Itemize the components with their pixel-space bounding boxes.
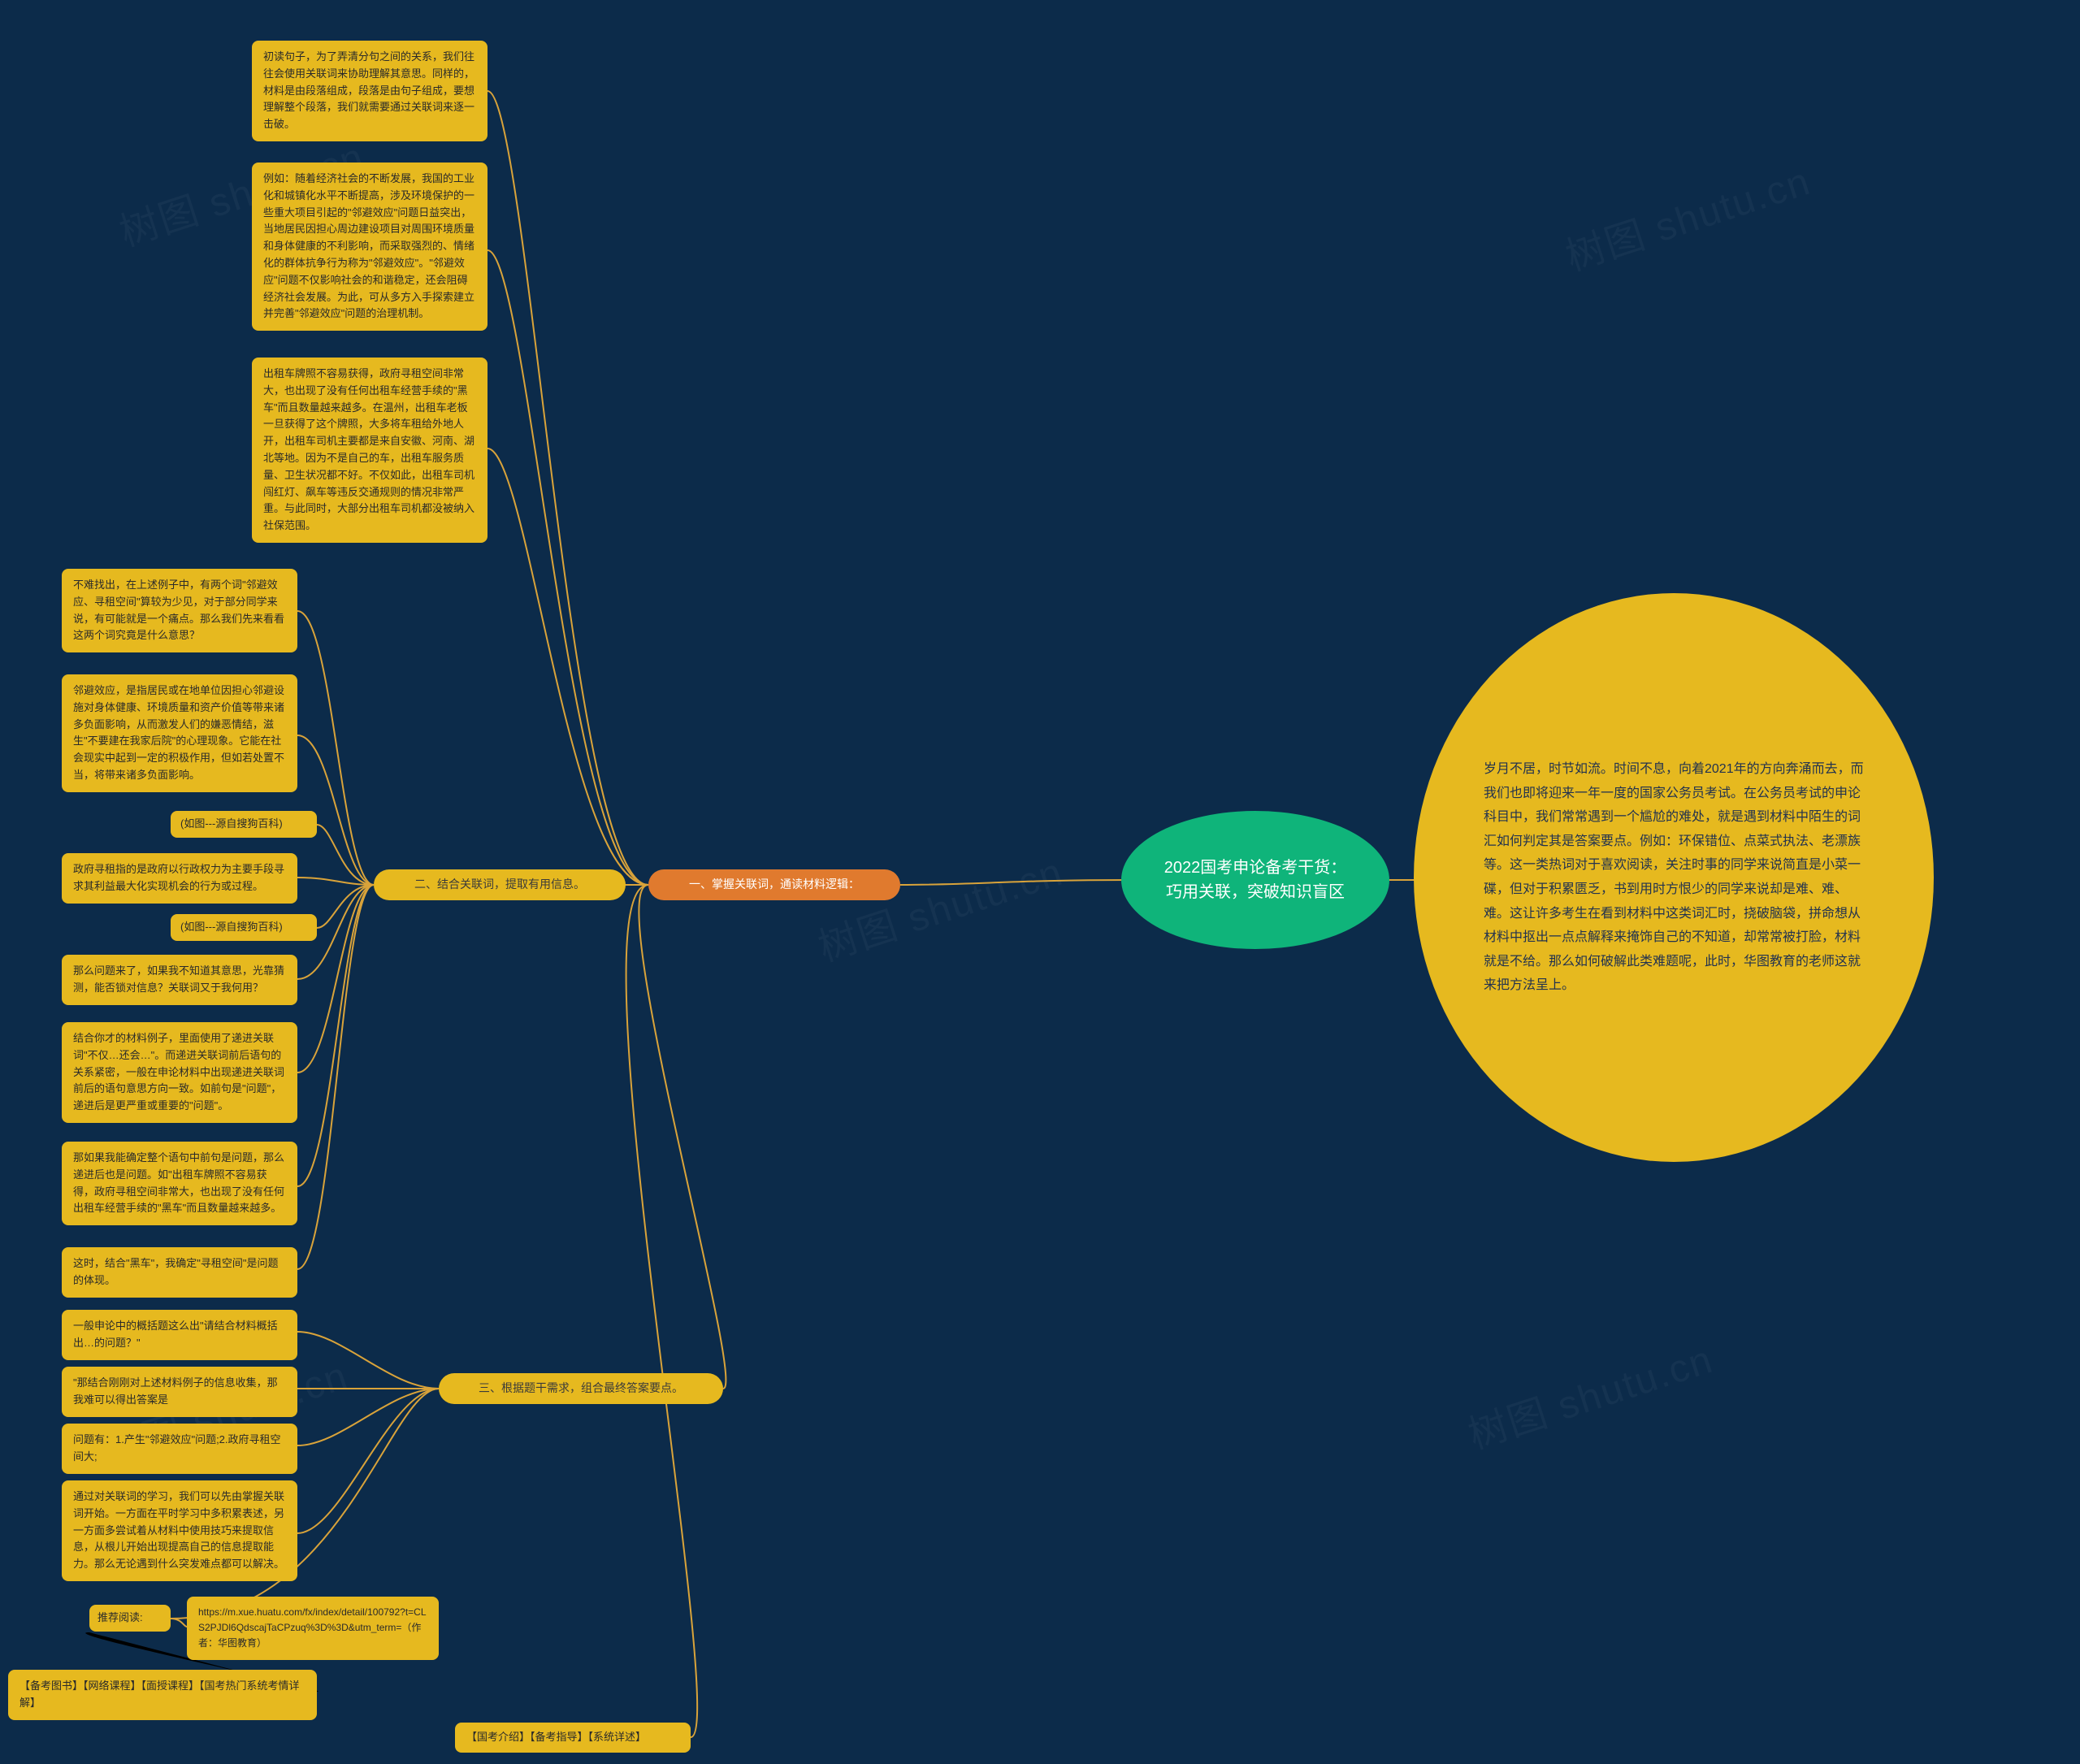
section-3: 三、根据题干需求，组合最终答案要点。 <box>439 1373 723 1404</box>
leaf-s2-a-text: 不难找出，在上述例子中，有两个词"邻避效应、寻租空间"算较为少见，对于部分同学来… <box>73 579 284 641</box>
leaf-s3-f-text: 【备考图书】【网络课程】【面授课程】【国考热门系统考情详解】 <box>20 1679 300 1709</box>
watermark: 树图 shutu.cn <box>1558 149 1817 281</box>
leaf-s1-a: 初读句子，为了弄清分句之间的关系，我们往往会使用关联词来协助理解其意思。同样的，… <box>252 41 488 141</box>
leaf-s2-b: 邻避效应，是指居民或在地单位因担心邻避设施对身体健康、环境质量和资产价值等带来诸… <box>62 674 297 792</box>
root-line2: 巧用关联，突破知识盲区 <box>1164 880 1347 904</box>
watermark: 树图 shutu.cn <box>1460 1327 1719 1459</box>
leaf-s1-b-text: 例如：随着经济社会的不断发展，我国的工业化和城镇化水平不断提高，涉及环境保护的一… <box>263 172 474 319</box>
leaf-s3-a-text: 一般申论中的概括题这么出"请结合材料概括出…的问题？" <box>73 1320 278 1349</box>
leaf-s2-f: 那如果我能确定整个语句中前句是问题，那么递进后也是问题。如"出租车牌照不容易获得… <box>62 1142 297 1225</box>
leaf-s1-b: 例如：随着经济社会的不断发展，我国的工业化和城镇化水平不断提高，涉及环境保护的一… <box>252 163 488 331</box>
leaf-s2-e-text: 结合你才的材料例子，里面使用了递进关联词"不仅…还会…"。而递进关联词前后语句的… <box>73 1032 284 1112</box>
leaf-s3-c: 问题有：1.产生"邻避效应"问题;2.政府寻租空间大; <box>62 1424 297 1474</box>
leaf-s3-c-text: 问题有：1.产生"邻避效应"问题;2.政府寻租空间大; <box>73 1433 281 1463</box>
leaf-s2-c: 政府寻租指的是政府以行政权力为主要手段寻求其利益最大化实现机会的行为或过程。 <box>62 853 297 904</box>
leaf-s3-d-text: 通过对关联词的学习，我们可以先由掌握关联词开始。一方面在平时学习中多积累表述，另… <box>73 1490 284 1570</box>
section-3-label: 三、根据题干需求，组合最终答案要点。 <box>479 1381 683 1394</box>
leaf-s3-d: 通过对关联词的学习，我们可以先由掌握关联词开始。一方面在平时学习中多积累表述，另… <box>62 1480 297 1581</box>
leaf-s2-b-src-text: (如图---源自搜狗百科) <box>180 817 283 830</box>
leaf-s3-b-text: "那结合刚刚对上述材料例子的信息收集，那我难可以得出答案是 <box>73 1376 278 1406</box>
leaf-s1-c-text: 出租车牌照不容易获得，政府寻租空间非常大，也出现了没有任何出租车经营手续的"黑车… <box>263 367 474 531</box>
leaf-s2-c-src-text: (如图---源自搜狗百科) <box>180 921 283 933</box>
leaf-s3-a: 一般申论中的概括题这么出"请结合材料概括出…的问题？" <box>62 1310 297 1360</box>
leaf-s2-d-text: 那么问题来了，如果我不知道其意思，光靠猜测，能否锁对信息？关联词又于我何用？ <box>73 964 284 994</box>
leaf-s2-c-src: (如图---源自搜狗百科) <box>171 914 317 941</box>
intro-node: 岁月不居，时节如流。时间不息，向着2021年的方向奔涌而去，而我们也即将迎来一年… <box>1414 593 1934 1162</box>
leaf-s3-e-label-text: 推荐阅读: <box>98 1611 143 1623</box>
leaf-s3-e: https://m.xue.huatu.com/fx/index/detail/… <box>187 1597 439 1660</box>
section-2: 二、结合关联词，提取有用信息。 <box>374 869 626 900</box>
leaf-s3-b: "那结合刚刚对上述材料例子的信息收集，那我难可以得出答案是 <box>62 1367 297 1417</box>
leaf-s2-b-src: (如图---源自搜狗百科) <box>171 811 317 838</box>
leaf-s2-a: 不难找出，在上述例子中，有两个词"邻避效应、寻租空间"算较为少见，对于部分同学来… <box>62 569 297 652</box>
leaf-s2-e: 结合你才的材料例子，里面使用了递进关联词"不仅…还会…"。而递进关联词前后语句的… <box>62 1022 297 1123</box>
leaf-s3-g: 【国考介绍】【备考指导】【系统详述】 <box>455 1723 691 1753</box>
leaf-s1-a-text: 初读句子，为了弄清分句之间的关系，我们往往会使用关联词来协助理解其意思。同样的，… <box>263 50 474 130</box>
section-1: 一、掌握关联词，通读材料逻辑： <box>648 869 900 900</box>
leaf-s2-c-text: 政府寻租指的是政府以行政权力为主要手段寻求其利益最大化实现机会的行为或过程。 <box>73 863 284 892</box>
leaf-s2-g: 这时，结合"黑车"，我确定"寻租空间"是问题的体现。 <box>62 1247 297 1298</box>
leaf-s3-g-text: 【国考介绍】【备考指导】【系统详述】 <box>466 1731 646 1743</box>
intro-text: 岁月不居，时节如流。时间不息，向着2021年的方向奔涌而去，而我们也即将迎来一年… <box>1425 757 1922 998</box>
section-2-label: 二、结合关联词，提取有用信息。 <box>414 878 585 891</box>
watermark: 树图 shutu.cn <box>810 839 1069 972</box>
leaf-s2-b-text: 邻避效应，是指居民或在地单位因担心邻避设施对身体健康、环境质量和资产价值等带来诸… <box>73 684 284 781</box>
leaf-s1-c: 出租车牌照不容易获得，政府寻租空间非常大，也出现了没有任何出租车经营手续的"黑车… <box>252 358 488 543</box>
leaf-s3-e-text: https://m.xue.huatu.com/fx/index/detail/… <box>198 1606 427 1649</box>
leaf-s2-f-text: 那如果我能确定整个语句中前句是问题，那么递进后也是问题。如"出租车牌照不容易获得… <box>73 1151 284 1214</box>
leaf-s2-d: 那么问题来了，如果我不知道其意思，光靠猜测，能否锁对信息？关联词又于我何用？ <box>62 955 297 1005</box>
leaf-s3-f: 【备考图书】【网络课程】【面授课程】【国考热门系统考情详解】 <box>8 1670 317 1720</box>
section-1-label: 一、掌握关联词，通读材料逻辑： <box>689 878 860 891</box>
root-node: 2022国考申论备考干货： 巧用关联，突破知识盲区 <box>1121 811 1389 949</box>
root-line1: 2022国考申论备考干货： <box>1164 856 1347 880</box>
leaf-s2-g-text: 这时，结合"黑车"，我确定"寻租空间"是问题的体现。 <box>73 1257 278 1286</box>
leaf-s3-e-label: 推荐阅读: <box>89 1605 171 1632</box>
